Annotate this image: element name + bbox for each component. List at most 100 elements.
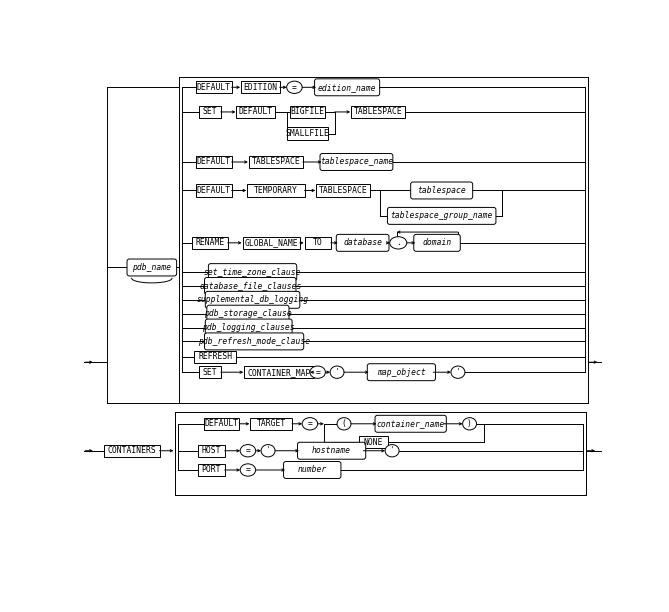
- Text: supplemental_db_logging: supplemental_db_logging: [197, 296, 308, 304]
- Text: DEFAULT: DEFAULT: [205, 419, 239, 428]
- Ellipse shape: [337, 417, 351, 430]
- Text: HOST: HOST: [202, 446, 221, 455]
- Text: DEFAULT: DEFAULT: [239, 108, 273, 116]
- Ellipse shape: [240, 464, 256, 476]
- Bar: [196, 156, 231, 168]
- FancyBboxPatch shape: [413, 234, 460, 252]
- Text: pdb_logging_clauses: pdb_logging_clauses: [203, 323, 295, 332]
- Bar: [288, 127, 328, 140]
- Text: domain: domain: [422, 238, 452, 247]
- Text: EDITION: EDITION: [244, 83, 278, 92]
- Text: tablespace_name: tablespace_name: [320, 157, 393, 166]
- Text: SMALLFILE: SMALLFILE: [286, 129, 330, 138]
- Text: NONE: NONE: [364, 438, 383, 447]
- Text: DEFAULT: DEFAULT: [197, 157, 231, 166]
- Text: ): ): [467, 419, 472, 428]
- Text: tablespace: tablespace: [417, 186, 466, 195]
- Text: =: =: [246, 466, 250, 474]
- Text: CONTAINER_MAP: CONTAINER_MAP: [248, 368, 310, 377]
- FancyBboxPatch shape: [209, 264, 297, 280]
- Bar: [204, 417, 240, 430]
- Text: set_time_zone_clause: set_time_zone_clause: [204, 267, 301, 277]
- Text: hostname: hostname: [312, 446, 351, 455]
- Bar: [236, 106, 275, 118]
- Text: BIGFILE: BIGFILE: [290, 108, 324, 116]
- Bar: [290, 106, 325, 118]
- Bar: [304, 237, 331, 249]
- FancyBboxPatch shape: [320, 154, 393, 171]
- Bar: [359, 436, 388, 449]
- Bar: [249, 156, 303, 168]
- Ellipse shape: [385, 444, 399, 457]
- FancyBboxPatch shape: [127, 259, 177, 276]
- Text: ': ': [266, 446, 270, 455]
- FancyBboxPatch shape: [314, 79, 380, 95]
- FancyBboxPatch shape: [337, 234, 389, 252]
- Text: pdb_storage_clause: pdb_storage_clause: [204, 309, 292, 318]
- Text: database_file_clauses: database_file_clauses: [199, 282, 302, 291]
- FancyBboxPatch shape: [375, 416, 446, 432]
- Ellipse shape: [462, 417, 476, 430]
- Text: DEFAULT: DEFAULT: [197, 83, 231, 92]
- Ellipse shape: [261, 444, 275, 457]
- FancyBboxPatch shape: [411, 182, 473, 199]
- FancyBboxPatch shape: [387, 207, 496, 225]
- Text: TEMPORARY: TEMPORARY: [254, 186, 298, 195]
- Text: CONTAINERS: CONTAINERS: [107, 446, 156, 455]
- FancyBboxPatch shape: [205, 333, 304, 350]
- FancyBboxPatch shape: [284, 461, 341, 479]
- Text: =: =: [246, 446, 250, 455]
- Bar: [250, 417, 292, 430]
- FancyBboxPatch shape: [298, 442, 366, 459]
- Text: tablespace_group_name: tablespace_group_name: [391, 211, 493, 220]
- Bar: [196, 184, 231, 196]
- Text: .: .: [396, 238, 401, 247]
- Bar: [195, 351, 236, 363]
- Text: SET: SET: [203, 108, 217, 116]
- Text: edition_name: edition_name: [318, 83, 377, 92]
- Bar: [241, 81, 280, 94]
- Text: container_name: container_name: [377, 419, 445, 428]
- Bar: [316, 184, 371, 196]
- FancyBboxPatch shape: [205, 291, 300, 308]
- FancyBboxPatch shape: [367, 364, 436, 381]
- Ellipse shape: [390, 237, 407, 249]
- Bar: [247, 184, 304, 196]
- Ellipse shape: [451, 366, 465, 378]
- Ellipse shape: [310, 366, 325, 378]
- Text: RENAME: RENAME: [195, 238, 225, 247]
- Text: (: (: [342, 419, 347, 428]
- Text: TABLESPACE: TABLESPACE: [354, 108, 403, 116]
- Text: ': ': [389, 446, 395, 455]
- Text: TO: TO: [313, 238, 322, 247]
- Text: database: database: [343, 238, 382, 247]
- Text: SET: SET: [203, 368, 217, 377]
- Text: GLOBAL_NAME: GLOBAL_NAME: [244, 238, 298, 247]
- Text: PORT: PORT: [202, 466, 221, 474]
- Text: number: number: [298, 466, 327, 474]
- Text: ': ': [334, 368, 339, 377]
- Ellipse shape: [302, 417, 318, 430]
- Text: map_object: map_object: [377, 368, 425, 377]
- Text: pdb_name: pdb_name: [132, 263, 171, 272]
- Ellipse shape: [240, 444, 256, 457]
- Bar: [199, 366, 221, 378]
- Text: TABLESPACE: TABLESPACE: [319, 186, 368, 195]
- Text: =: =: [308, 419, 312, 428]
- Ellipse shape: [330, 366, 344, 378]
- Bar: [198, 464, 225, 476]
- Text: TARGET: TARGET: [256, 419, 286, 428]
- Ellipse shape: [287, 81, 302, 94]
- Text: =: =: [315, 368, 320, 377]
- FancyBboxPatch shape: [205, 277, 296, 294]
- Text: pdb_refresh_mode_clause: pdb_refresh_mode_clause: [198, 337, 310, 346]
- Bar: [244, 366, 314, 378]
- Text: =: =: [292, 83, 297, 92]
- Bar: [104, 444, 160, 457]
- Bar: [351, 106, 405, 118]
- FancyBboxPatch shape: [207, 305, 289, 322]
- FancyBboxPatch shape: [205, 319, 292, 336]
- Bar: [192, 237, 227, 249]
- Bar: [196, 81, 231, 94]
- Bar: [242, 237, 300, 249]
